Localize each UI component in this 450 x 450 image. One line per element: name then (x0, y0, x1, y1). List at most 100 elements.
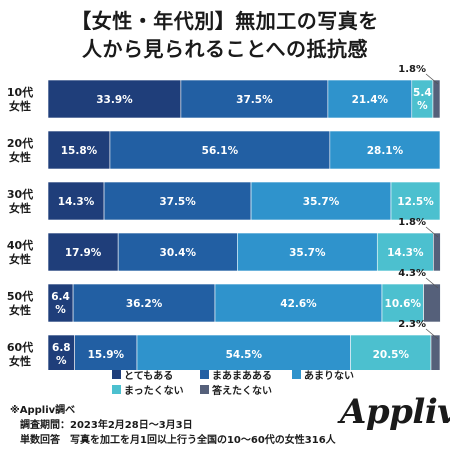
legend-label: とてもある (124, 371, 174, 382)
data-label: 35.7% (289, 247, 326, 259)
data-label: 1.8% (398, 64, 426, 75)
bar-segment (250, 181, 392, 221)
category-label-line: 10代 (7, 85, 33, 99)
data-label: 33.9% (96, 94, 133, 106)
chart-title-line2: 人から見られることへの抵抗感 (82, 37, 368, 61)
data-label-line: 5.4 (413, 87, 432, 99)
footnote-source: ※Appliv調べ (10, 405, 76, 416)
legend-item-5: 答えたくない (200, 382, 272, 397)
data-label-line: 6.8 (52, 342, 71, 354)
bar-segment (329, 130, 441, 170)
legend-label: まったくない (124, 386, 184, 397)
legend-swatch (200, 370, 209, 379)
category-label-line: 30代 (7, 187, 33, 201)
bar-segment (109, 130, 331, 170)
data-label: 4.3% (398, 268, 426, 279)
bar-segment (237, 232, 378, 272)
bar-segment (47, 283, 74, 323)
label-leader-line (425, 226, 439, 238)
bar-segment (47, 79, 182, 119)
stacked-bar-chart: 10代女性 33.9% 37.5% 21.4%5.4 %1.8%20代女性 15.8% 56… (7, 64, 441, 370)
category-label-line: 40代 (7, 238, 33, 252)
data-label: 1.8% (398, 217, 426, 228)
legend-swatch (292, 370, 301, 379)
category-label-line: 女性 (9, 201, 31, 215)
data-label-line: % (417, 100, 428, 112)
data-label: 36.2% (126, 298, 163, 310)
category-label: 60代女性 (7, 340, 33, 368)
category-label-line: 20代 (7, 136, 33, 150)
category-label: 30代女性 (7, 187, 33, 215)
category-label: 50代女性 (7, 289, 33, 317)
bar-segment (72, 283, 216, 323)
data-label: 14.3% (387, 247, 424, 259)
category-label-line: 女性 (9, 354, 31, 368)
legend-item-3: あまりない (292, 367, 354, 382)
bar-segment (430, 334, 441, 370)
legend-swatch (200, 385, 209, 394)
data-label: 15.8% (61, 145, 98, 157)
bar-segment (74, 334, 138, 370)
category-label-line: 女性 (9, 303, 31, 317)
data-label: 37.5% (236, 94, 273, 106)
data-label-line: % (56, 355, 67, 367)
category-label-line: 60代 (7, 340, 33, 354)
data-label: 54.5% (226, 349, 263, 361)
category-label-line: 女性 (9, 150, 31, 164)
data-label: 30.4% (160, 247, 197, 259)
label-leader-line (425, 73, 439, 85)
legend-item-4: まったくない (112, 382, 184, 397)
legend-swatch (112, 385, 121, 394)
bar-segment (411, 79, 434, 119)
data-label: 56.1% (202, 145, 239, 157)
data-label: 5.4% (413, 87, 432, 112)
bar-segment (432, 79, 441, 119)
data-label: 42.6% (280, 298, 317, 310)
category-label-line: 女性 (9, 252, 31, 266)
bar-segment (47, 181, 105, 221)
data-label: 35.7% (303, 196, 340, 208)
data-label: 28.1% (367, 145, 404, 157)
legend-swatch (112, 370, 121, 379)
data-label: 20.5% (373, 349, 410, 361)
data-label: 2.3% (398, 319, 426, 330)
category-label-line: 女性 (9, 99, 31, 113)
data-label: 6.4% (51, 291, 70, 316)
data-label: 37.5% (159, 196, 196, 208)
legend-label: あまりない (304, 371, 354, 382)
legend-label: 答えたくない (212, 386, 272, 397)
data-label: 6.8% (52, 342, 71, 367)
data-label: 14.3% (58, 196, 95, 208)
legend-item-1: とてもある (112, 367, 173, 382)
data-label-line: % (55, 304, 66, 316)
data-label: 12.5% (397, 196, 434, 208)
bar-segment (423, 283, 441, 323)
category-label: 20代女性 (7, 136, 33, 164)
bar-segment (381, 283, 424, 323)
category-label-line: 50代 (7, 289, 33, 303)
label-leader-line (425, 277, 439, 289)
footnote-period: 調査期間：2023年2月28日〜3月3日 (20, 420, 193, 431)
data-label: 21.4% (352, 94, 389, 106)
data-label: 10.6% (385, 298, 422, 310)
bar-segment (103, 181, 252, 221)
bar-segment (136, 334, 351, 370)
bar-segment (390, 181, 441, 221)
brand-logo: Appliv (340, 392, 450, 432)
category-label: 10代女性 (7, 85, 33, 113)
label-leader-line (425, 328, 439, 340)
footnote-sample: 単数回答 写真を加工を月1回以上行う全国の10〜60代の女性316人 (20, 435, 336, 446)
legend-item-2: まあまあある (200, 367, 272, 382)
bar-segment (47, 232, 119, 272)
data-label: 17.9% (65, 247, 102, 259)
bar-segment (47, 130, 111, 170)
bar-segment (350, 334, 432, 370)
bar-segment (214, 283, 383, 323)
category-label: 40代女性 (7, 238, 33, 266)
data-label: 15.9% (88, 349, 125, 361)
data-label-line: 6.4 (51, 291, 70, 303)
bar-segment (47, 334, 75, 370)
chart-title-line1: 【女性・年代別】無加工の写真を (71, 9, 379, 33)
bar-segment (433, 232, 441, 272)
legend-label: まあまあある (212, 371, 272, 382)
